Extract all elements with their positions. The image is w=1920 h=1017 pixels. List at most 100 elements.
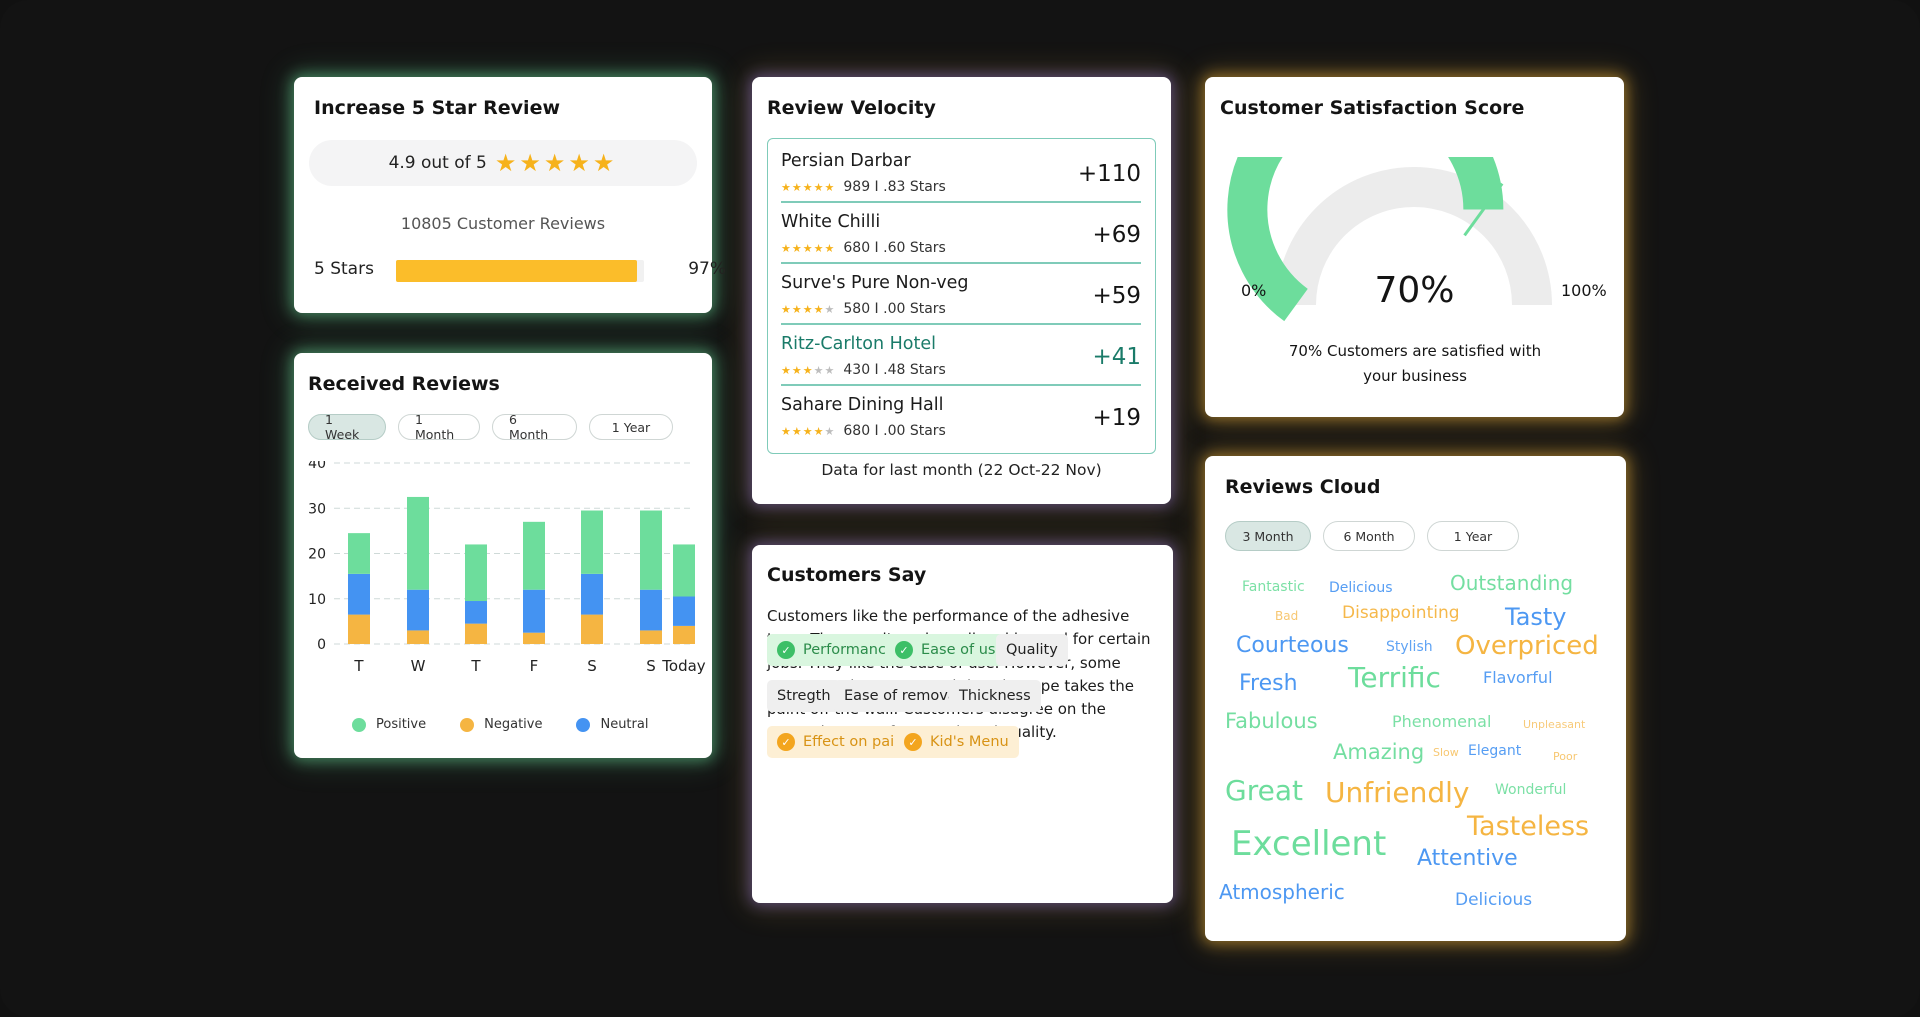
velocity-delta: +19: [1092, 405, 1141, 431]
cloud-word-neutral[interactable]: Courteous: [1236, 633, 1349, 658]
tag-label: Ease of removal: [844, 688, 961, 704]
review-stats: 680 I .00 Stars: [843, 423, 946, 439]
bar-neutral: [581, 573, 603, 615]
cloud-word-neutral[interactable]: Delicious: [1455, 890, 1533, 910]
cloud-word-neutral[interactable]: Atmospheric: [1219, 880, 1345, 904]
cloud-word-positive[interactable]: Amazing: [1333, 740, 1425, 764]
cloud-word-negative[interactable]: Unpleasant: [1523, 718, 1586, 731]
bar-fill: [396, 260, 637, 282]
tag-thickness[interactable]: Thickness: [949, 680, 1041, 712]
bar-positive: [640, 510, 662, 590]
cloud-word-neutral[interactable]: Flavorful: [1483, 668, 1553, 687]
tag-label: Quality: [1006, 642, 1058, 658]
cloud-word-neutral[interactable]: Stylish: [1386, 639, 1433, 655]
restaurant-meta: ★★★★★ 430 I .48 Stars: [781, 362, 946, 378]
tag-performance[interactable]: ✓ Performance: [767, 634, 905, 666]
tag-ease-of-removal[interactable]: Ease of removal: [834, 680, 971, 712]
y-tick-label: 20: [308, 547, 326, 563]
y-tick-label: 0: [317, 637, 326, 653]
cloud-word-negative[interactable]: Slow: [1433, 746, 1459, 759]
cloud-word-positive[interactable]: Terrific: [1348, 661, 1441, 694]
gauge-needle: [1463, 182, 1504, 237]
check-icon: ✓: [777, 733, 795, 751]
tag-stregth[interactable]: Stregth: [767, 680, 841, 712]
velocity-footer: Data for last month (22 Oct-22 Nov): [821, 461, 1102, 479]
filter-1-month[interactable]: 1 Month: [398, 412, 480, 442]
gauge-max-label: 100%: [1561, 281, 1607, 300]
restaurant-name: White Chilli: [781, 212, 881, 232]
card-title: Increase 5 Star Review: [314, 97, 561, 119]
row-divider: [781, 201, 1141, 203]
cloud-word-neutral[interactable]: Attentive: [1417, 846, 1518, 871]
restaurant-meta: ★★★★★ 680 I .60 Stars: [781, 240, 946, 256]
cloud-word-negative[interactable]: Poor: [1553, 750, 1578, 763]
bar-positive: [407, 496, 429, 590]
velocity-row[interactable]: Sahare Dining Hall ★★★★★ 680 I .00 Stars +1…: [781, 383, 1141, 444]
bar-negative: [407, 630, 429, 644]
cloud-word-neutral[interactable]: Elegant: [1468, 743, 1522, 759]
filter-1-week[interactable]: 1 Week: [308, 412, 386, 442]
star-rating-icon: ★★★★★: [781, 180, 836, 194]
star-rating-icon: ★★★★★: [781, 302, 836, 316]
rating-summary: 4.9 out of 5 ★★★★★: [309, 140, 697, 186]
card-title: Review Velocity: [767, 97, 936, 119]
cloud-word-positive[interactable]: Great: [1225, 774, 1303, 807]
customers-say-card: Customers Say Customers like the perform…: [752, 545, 1173, 903]
card-title: Received Reviews: [308, 373, 500, 395]
filter-6-month[interactable]: 6 Month: [492, 412, 577, 442]
filter-3-month[interactable]: 3 Month: [1225, 521, 1311, 551]
velocity-row[interactable]: White Chilli ★★★★★ 680 I .60 Stars +69: [781, 200, 1141, 261]
tag-kid-s-menu[interactable]: ✓ Kid's Menu: [894, 726, 1019, 758]
check-icon: ✓: [895, 641, 913, 659]
restaurant-name: Sahare Dining Hall: [781, 395, 944, 415]
restaurant-meta: ★★★★★ 580 I .00 Stars: [781, 301, 946, 317]
cloud-word-negative[interactable]: Tasteless: [1467, 811, 1590, 842]
cloud-word-positive[interactable]: Phenomenal: [1392, 712, 1492, 731]
x-tick-label: F: [530, 657, 539, 675]
tag-label: Ease of use: [921, 642, 1005, 658]
cloud-word-neutral[interactable]: Tasty: [1505, 603, 1567, 631]
cloud-word-positive[interactable]: Outstanding: [1450, 571, 1574, 595]
caption-line-1: 70% Customers are satisfied with: [1288, 342, 1542, 360]
review-stats: 989 I .83 Stars: [843, 179, 946, 195]
filter-1-year[interactable]: 1 Year: [589, 414, 673, 440]
tag-ease-of-use[interactable]: ✓ Ease of use: [885, 634, 1015, 666]
restaurant-meta: ★★★★★ 989 I .83 Stars: [781, 179, 946, 195]
cloud-word-neutral[interactable]: Fresh: [1239, 671, 1298, 696]
filter-6-month[interactable]: 6 Month: [1323, 521, 1415, 551]
cloud-word-negative[interactable]: Overpriced: [1455, 631, 1599, 661]
cloud-word-positive[interactable]: Fantastic: [1242, 579, 1305, 595]
cloud-word-negative[interactable]: Unfriendly: [1325, 776, 1470, 809]
cloud-word-negative[interactable]: Disappointing: [1342, 603, 1460, 623]
x-tick-label: Today: [661, 657, 706, 675]
cloud-word-positive[interactable]: Excellent: [1231, 824, 1387, 864]
velocity-delta: +110: [1077, 161, 1141, 187]
bar-negative: [523, 632, 545, 644]
tag-quality[interactable]: Quality: [996, 634, 1068, 666]
positive-dot-icon: [352, 717, 366, 732]
legend-label: Negative: [484, 717, 543, 732]
five-star-bar: 5 Stars 97%: [314, 257, 726, 283]
bar-positive: [581, 510, 603, 574]
velocity-row[interactable]: Ritz-Carlton Hotel ★★★★★ 430 I .48 Stars +4…: [781, 322, 1141, 383]
velocity-delta: +69: [1092, 222, 1141, 248]
cloud-word-neutral[interactable]: Delicious: [1329, 580, 1393, 596]
x-tick-label: T: [353, 657, 364, 675]
customers-say-summary: Customers like the performance of the ad…: [767, 607, 1151, 742]
filter-1-year[interactable]: 1 Year: [1427, 521, 1519, 551]
tag-effect-on-paint[interactable]: ✓ Effect on paint: [767, 726, 920, 758]
velocity-row[interactable]: Persian Darbar ★★★★★ 989 I .83 Stars +110: [781, 139, 1141, 200]
cloud-word-positive[interactable]: Wonderful: [1495, 782, 1567, 798]
bar-negative: [640, 630, 662, 644]
bar-percent: 97%: [688, 259, 726, 279]
cloud-word-negative[interactable]: Bad: [1275, 609, 1299, 623]
restaurant-name: Ritz-Carlton Hotel: [781, 334, 936, 354]
review-velocity-card: Review Velocity Persian Darbar ★★★★★ 989 I…: [752, 77, 1171, 504]
bar-neutral: [407, 589, 429, 631]
cloud-word-positive[interactable]: Fabulous: [1225, 709, 1318, 733]
restaurant-name: Surve's Pure Non-veg: [781, 273, 969, 293]
row-divider: [781, 323, 1141, 325]
velocity-row[interactable]: Surve's Pure Non-veg ★★★★★ 580 I .00 Stars…: [781, 261, 1141, 322]
negative-dot-icon: [460, 717, 475, 732]
legend-positive: Positive: [352, 717, 426, 732]
